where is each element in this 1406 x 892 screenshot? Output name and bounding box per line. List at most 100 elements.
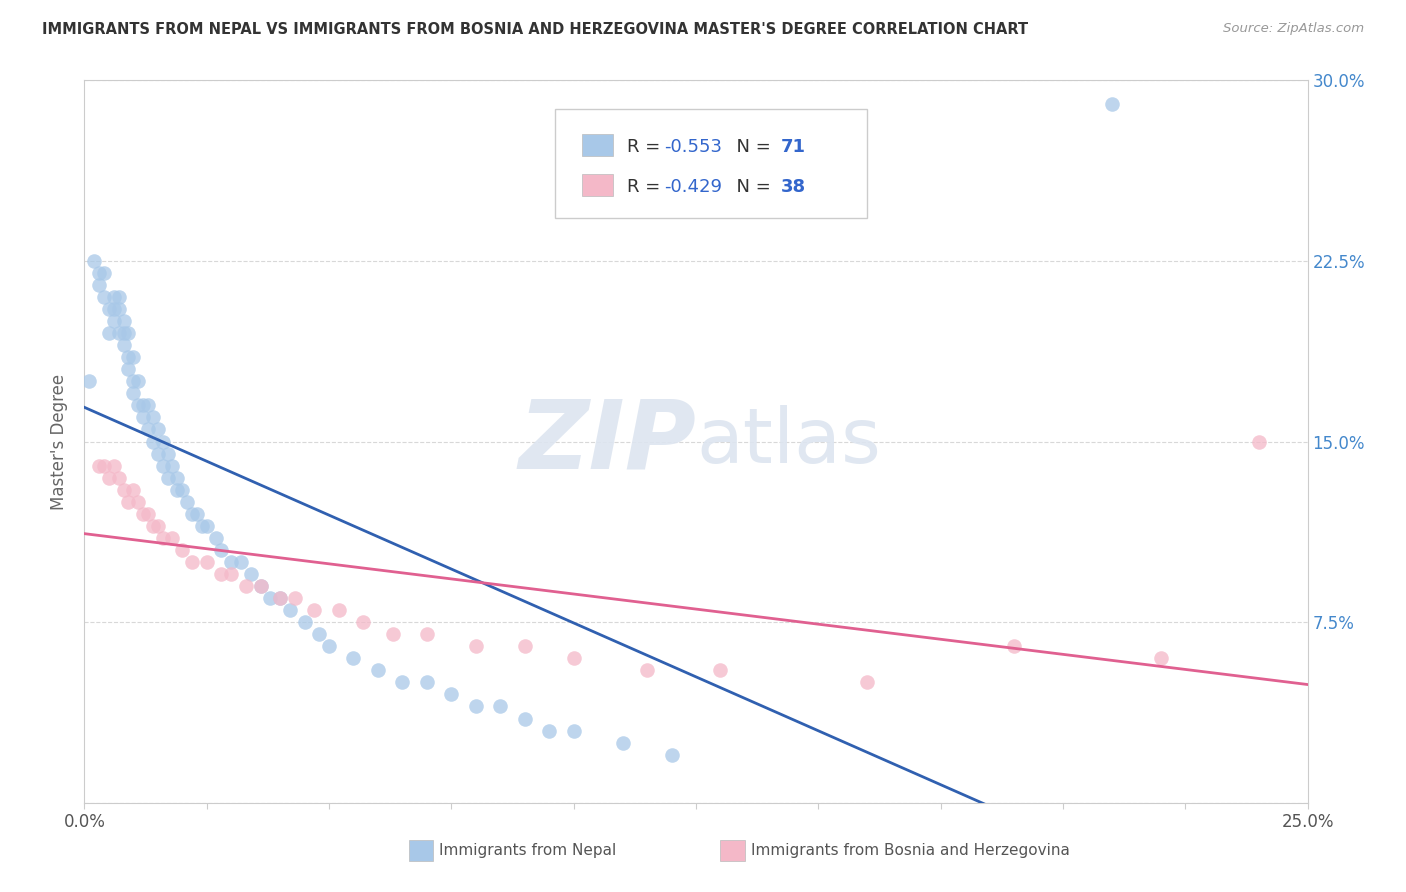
Point [83, 253, 105, 268]
Point [142, 410, 165, 425]
Text: -0.429: -0.429 [664, 178, 723, 196]
Point [186, 507, 208, 521]
FancyBboxPatch shape [555, 109, 868, 218]
Point [219, 567, 242, 582]
Point [176, 494, 198, 508]
Point [93, 290, 115, 304]
Point [117, 362, 139, 376]
Text: -0.553: -0.553 [664, 138, 723, 156]
Point [328, 603, 350, 617]
Point [205, 531, 228, 545]
Point [1002, 639, 1025, 653]
Point [304, 603, 326, 617]
Point [294, 615, 316, 630]
Bar [720, 840, 745, 861]
Point [562, 723, 585, 738]
Point [612, 735, 634, 749]
Point [117, 326, 139, 340]
Point [1101, 97, 1123, 112]
Point [112, 326, 135, 340]
Point [416, 675, 439, 690]
Point [249, 579, 271, 593]
Text: atlas: atlas [696, 405, 880, 478]
Text: N =: N = [725, 178, 778, 196]
Point [142, 518, 165, 533]
Point [136, 507, 159, 521]
Point [219, 555, 242, 569]
Point [367, 664, 389, 678]
Point [142, 434, 165, 449]
Point [269, 591, 291, 605]
Point [416, 627, 439, 641]
Point [856, 675, 879, 690]
Point [112, 314, 135, 328]
Text: N =: N = [725, 138, 778, 156]
Point [107, 301, 129, 317]
Point [391, 675, 413, 690]
Point [127, 398, 149, 412]
Point [97, 326, 120, 340]
Text: Immigrants from Nepal: Immigrants from Nepal [439, 843, 616, 858]
Point [195, 518, 218, 533]
Point [239, 567, 262, 582]
Point [181, 555, 204, 569]
Point [146, 422, 169, 436]
Point [87, 266, 110, 280]
Point [249, 579, 271, 593]
Point [166, 483, 188, 497]
Point [103, 314, 125, 328]
Point [209, 567, 232, 582]
Point [132, 398, 155, 412]
Point [122, 374, 145, 388]
Text: Source: ZipAtlas.com: Source: ZipAtlas.com [1223, 22, 1364, 36]
Text: R =: R = [627, 178, 666, 196]
Point [107, 470, 129, 484]
Point [195, 555, 218, 569]
Point [97, 301, 120, 317]
Point [97, 470, 120, 484]
Point [107, 290, 129, 304]
Point [259, 591, 281, 605]
Y-axis label: Master's Degree: Master's Degree [51, 374, 69, 509]
Point [136, 422, 159, 436]
Bar [582, 174, 613, 196]
Point [103, 290, 125, 304]
Point [152, 434, 174, 449]
Text: IMMIGRANTS FROM NEPAL VS IMMIGRANTS FROM BOSNIA AND HERZEGOVINA MASTER'S DEGREE : IMMIGRANTS FROM NEPAL VS IMMIGRANTS FROM… [42, 22, 1028, 37]
Point [93, 458, 115, 473]
Point [538, 723, 561, 738]
Point [229, 555, 252, 569]
Point [1247, 434, 1270, 449]
Point [127, 374, 149, 388]
Point [103, 458, 125, 473]
Point [162, 531, 184, 545]
Point [87, 277, 110, 292]
Point [235, 579, 257, 593]
Point [77, 374, 100, 388]
Bar [582, 135, 613, 156]
Point [107, 326, 129, 340]
Text: Immigrants from Bosnia and Herzegovina: Immigrants from Bosnia and Herzegovina [751, 843, 1070, 858]
Point [156, 470, 179, 484]
Point [636, 664, 658, 678]
Point [127, 494, 149, 508]
Text: 38: 38 [780, 178, 806, 196]
Point [122, 483, 145, 497]
Point [352, 615, 374, 630]
Point [152, 531, 174, 545]
Point [513, 712, 536, 726]
Bar [409, 840, 433, 861]
Point [146, 446, 169, 460]
Point [93, 266, 115, 280]
Point [152, 458, 174, 473]
Point [269, 591, 291, 605]
Point [87, 458, 110, 473]
Point [381, 627, 404, 641]
Point [172, 483, 194, 497]
Point [117, 494, 139, 508]
Point [162, 458, 184, 473]
Point [308, 627, 330, 641]
Point [136, 398, 159, 412]
Point [146, 518, 169, 533]
Point [209, 542, 232, 557]
